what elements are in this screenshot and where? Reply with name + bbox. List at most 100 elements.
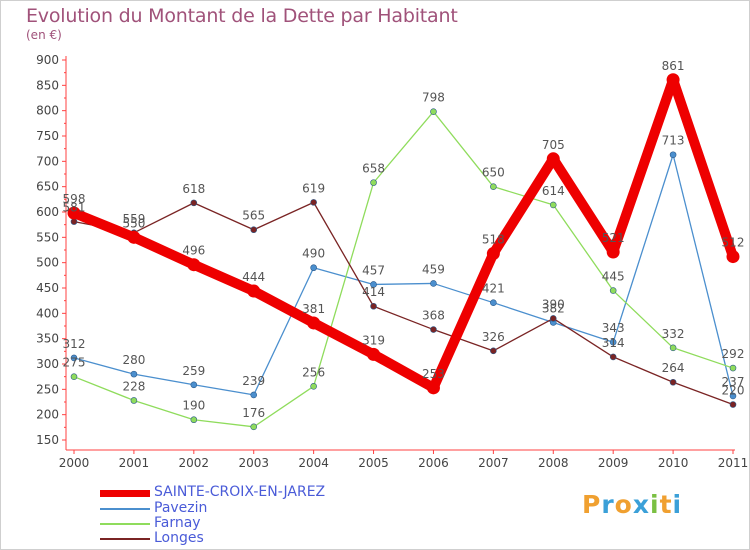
x-tick-label: 2005: [358, 456, 389, 470]
data-label: 259: [182, 364, 205, 378]
series-line-2: [73, 111, 734, 428]
y-tick-label: 600: [36, 205, 59, 219]
data-point: [609, 353, 617, 361]
data-point: [729, 392, 737, 400]
logo-letter: o: [614, 490, 633, 519]
x-tick-label: 2006: [418, 456, 449, 470]
data-point: [67, 206, 81, 220]
series-line-0: [69, 74, 738, 393]
data-label: 264: [662, 361, 685, 375]
data-label: 658: [362, 162, 385, 176]
data-point: [190, 381, 198, 389]
y-tick-label: 900: [36, 53, 59, 67]
logo-letter: x: [632, 490, 650, 519]
data-point: [70, 373, 78, 380]
data-point: [669, 344, 677, 352]
x-tick-label: 2010: [658, 456, 689, 470]
y-tick-label: 550: [36, 230, 59, 244]
legend-label: Longes: [154, 530, 204, 546]
data-label: 275: [63, 356, 86, 370]
data-label: 343: [602, 321, 625, 335]
data-label: 414: [362, 285, 385, 299]
data-label: 457: [362, 263, 385, 277]
data-label: 312: [63, 337, 86, 351]
data-point: [430, 280, 437, 287]
logo-letter: P: [582, 490, 602, 519]
legend-label: Pavezin: [154, 500, 208, 516]
logo-letter: t: [659, 490, 673, 519]
data-label: 292: [722, 347, 745, 361]
x-tick-label: 2008: [538, 456, 569, 470]
data-label: 421: [482, 282, 505, 296]
data-label: 518: [482, 233, 505, 247]
data-point: [127, 230, 141, 244]
data-label: 459: [422, 262, 445, 276]
x-tick-label: 2007: [478, 456, 509, 470]
legend-swatch: [100, 538, 150, 540]
data-label: 713: [662, 134, 685, 148]
data-point: [486, 247, 500, 261]
data-point: [370, 281, 377, 288]
data-label: 239: [242, 374, 265, 388]
data-label: 798: [422, 91, 445, 105]
data-label: 382: [542, 301, 565, 315]
data-point: [609, 338, 617, 346]
y-tick-label: 450: [36, 281, 59, 295]
unit-label: (en €): [26, 28, 62, 42]
data-point: [250, 226, 258, 234]
y-tick-label: 300: [36, 357, 59, 371]
data-label: 390: [542, 297, 565, 311]
x-tick-label: 2009: [598, 456, 629, 470]
data-label: 565: [242, 209, 265, 223]
data-point: [187, 258, 201, 272]
data-label: 253: [422, 367, 445, 381]
data-point: [669, 151, 677, 159]
data-label: 228: [122, 379, 145, 393]
data-point: [70, 218, 78, 225]
y-tick-label: 500: [36, 256, 59, 270]
data-label: 581: [63, 201, 86, 215]
x-tick-label: 2011: [718, 456, 749, 470]
data-label: 512: [722, 236, 745, 250]
legend-swatch: [100, 523, 150, 525]
y-tick-label: 700: [36, 154, 59, 168]
data-label: 368: [422, 309, 445, 323]
data-point: [370, 302, 377, 310]
x-tick-label: 2000: [59, 456, 90, 470]
data-label: 550: [122, 216, 145, 230]
data-label: 559: [122, 212, 145, 226]
y-tick-label: 150: [36, 433, 59, 447]
logo-letter: i: [650, 490, 660, 519]
data-point: [190, 416, 198, 424]
data-point: [430, 108, 437, 115]
y-tick-label: 250: [36, 382, 59, 396]
legend-swatch: [100, 490, 150, 497]
data-point: [70, 354, 78, 362]
data-label: 319: [362, 333, 385, 347]
data-label: 496: [182, 244, 205, 258]
data-label: 705: [542, 138, 565, 152]
data-point: [430, 326, 437, 333]
x-tick-label: 2003: [238, 456, 269, 470]
series-line-1: [73, 154, 734, 397]
data-point: [669, 378, 677, 386]
data-point: [370, 179, 377, 186]
data-label: 190: [182, 399, 205, 413]
x-tick-label: 2004: [298, 456, 329, 470]
data-point: [606, 245, 620, 259]
data-label: 598: [63, 192, 86, 206]
data-point: [130, 370, 138, 378]
data-label: 861: [662, 59, 685, 73]
y-tick-label: 850: [36, 78, 59, 92]
data-label: 280: [122, 353, 145, 367]
data-label: 650: [482, 166, 505, 180]
data-point: [426, 381, 440, 395]
data-label: 332: [662, 327, 685, 341]
data-label: 237: [722, 375, 745, 389]
data-point: [310, 264, 317, 272]
data-point: [310, 382, 317, 390]
data-label: 381: [302, 302, 325, 316]
data-label: 618: [182, 182, 205, 196]
data-label: 220: [722, 384, 745, 398]
legend-label: SAINTE-CROIX-EN-JAREZ: [154, 484, 326, 500]
